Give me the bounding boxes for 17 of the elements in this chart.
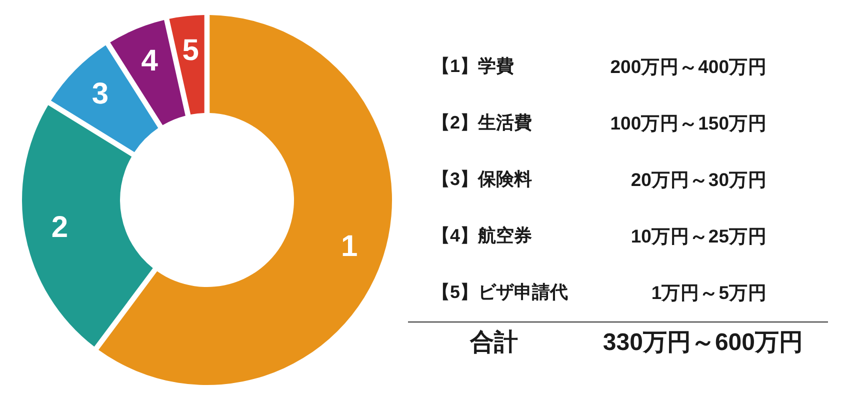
text: 10万円～25万円: [630, 226, 767, 246]
slice-label: 3: [92, 78, 109, 111]
text: 200万円～400万円: [610, 56, 767, 77]
slice-label: 1: [341, 230, 358, 264]
text: 【3】保険料: [432, 169, 532, 189]
text: 【5】ビザ申請代: [432, 282, 568, 302]
text: 20万円～30万円: [630, 169, 767, 190]
text: 100万円～150万円: [610, 112, 767, 134]
text: 【2】生活費: [432, 112, 532, 132]
text: 【1】学費: [432, 56, 514, 76]
text: 【4】航空券: [432, 226, 532, 246]
text: 1万円～5万円: [651, 282, 767, 303]
slice-label: 5: [182, 34, 199, 67]
slice-label: 4: [141, 44, 158, 78]
text: 合計: [469, 329, 518, 356]
slice-label: 2: [51, 211, 68, 244]
text: 330万円～600万円: [602, 329, 803, 356]
